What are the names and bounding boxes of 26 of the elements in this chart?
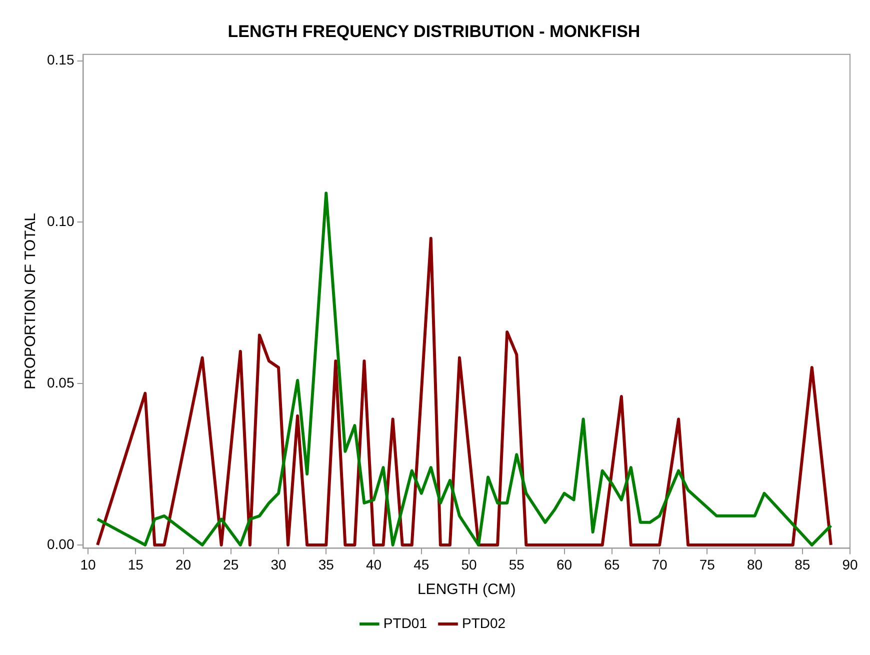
x-tick-label: 40 xyxy=(366,556,382,572)
legend-label: PTD01 xyxy=(383,614,428,631)
legend-label: PTD02 xyxy=(462,614,506,631)
y-tick-label: 0.10 xyxy=(47,213,74,230)
x-tick-label: 90 xyxy=(842,556,858,572)
x-tick-label: 35 xyxy=(318,556,334,572)
x-tick-label: 25 xyxy=(223,556,239,572)
x-tick-label: 50 xyxy=(461,556,477,572)
x-tick-label: 75 xyxy=(699,556,716,572)
x-tick-label: 20 xyxy=(175,556,192,572)
x-tick-label: 80 xyxy=(746,556,763,572)
x-tick-label: 45 xyxy=(414,556,430,572)
x-tick-label: 30 xyxy=(270,556,287,572)
y-tick-label: 0.05 xyxy=(47,374,74,390)
x-tick-label: 85 xyxy=(794,556,810,572)
x-tick-label: 10 xyxy=(80,556,96,572)
chart-title: LENGTH FREQUENCY DISTRIBUTION - MONKFISH xyxy=(228,22,640,41)
y-tick-label: 0.15 xyxy=(47,52,74,68)
x-tick-label: 55 xyxy=(508,556,525,572)
x-tick-label: 15 xyxy=(128,556,144,572)
y-tick-label: 0.00 xyxy=(47,536,74,552)
x-tick-label: 65 xyxy=(604,556,620,572)
y-axis-title: PROPORTION OF TOTAL xyxy=(22,213,40,390)
x-tick-label: 60 xyxy=(556,556,572,572)
x-axis-title: LENGTH (CM) xyxy=(417,581,516,598)
x-tick-label: 70 xyxy=(652,556,668,572)
